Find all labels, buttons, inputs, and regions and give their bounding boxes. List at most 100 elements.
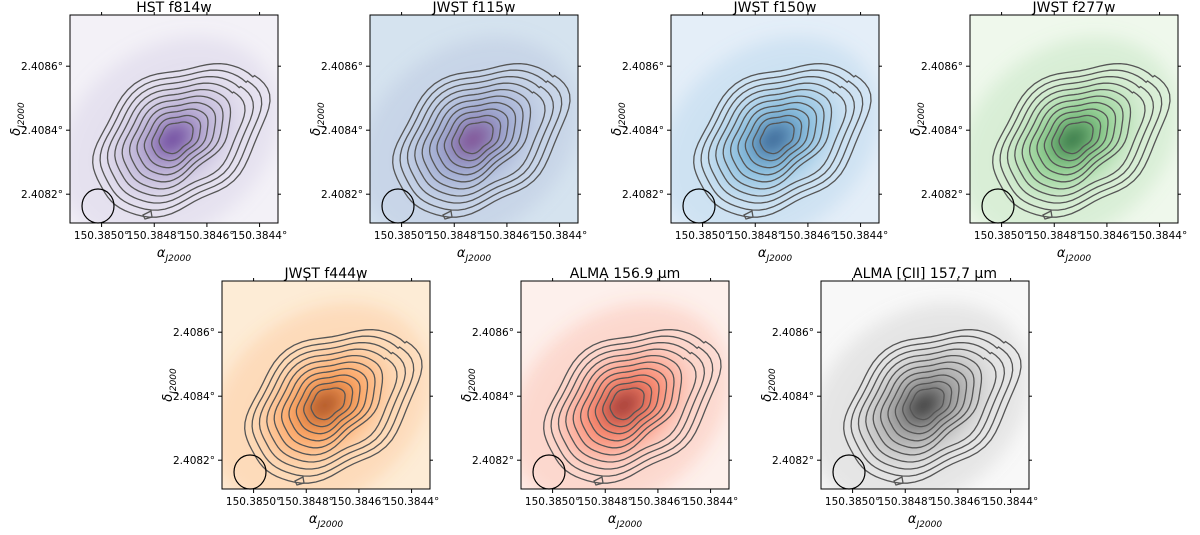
contour-island (743, 210, 754, 220)
y-tick-label: 2.4086° (772, 327, 814, 339)
y-axis-label: δJ2000 (760, 368, 778, 402)
y-axis-label: δJ2000 (909, 102, 927, 136)
panel-title: JWST f115w (432, 0, 516, 16)
contour-line (602, 380, 653, 428)
x-axis-label: αJ2000 (157, 246, 191, 264)
x-tick-label: 150.3844° (1132, 230, 1187, 242)
axes-frame (969, 14, 1179, 224)
contour-line (744, 108, 810, 169)
contour-line (258, 341, 407, 470)
contour-line (310, 387, 346, 421)
contour-line (1028, 95, 1124, 183)
contour-island (593, 476, 604, 486)
contour-line (121, 88, 232, 190)
panel-title: HST f814w (136, 0, 212, 16)
contour-line (1014, 82, 1146, 197)
x-axis-label: αJ2000 (309, 512, 343, 530)
y-tick-label: 2.4082° (772, 455, 814, 467)
contour-line (158, 121, 194, 155)
contour-line (759, 121, 795, 155)
contour-line (406, 75, 555, 204)
x-tick-label: 150.3850° (226, 496, 281, 508)
panel-image (222, 281, 430, 489)
x-tick-label: 150.3846° (630, 496, 685, 508)
contour-line (594, 374, 660, 435)
contour-line (399, 69, 563, 211)
x-tick-label: 150.3844° (532, 230, 587, 242)
contour-line (295, 374, 361, 435)
panel-image (70, 15, 278, 223)
y-tick-label: 2.4086° (321, 61, 363, 73)
contour-line (902, 380, 953, 428)
y-tick-label: 2.4084° (173, 391, 215, 403)
contour-line (865, 348, 997, 463)
contour-set (92, 62, 271, 220)
contour-line (579, 361, 675, 449)
panel-title: JWST f444w (284, 266, 368, 282)
x-axis-label: αJ2000 (1057, 246, 1091, 264)
x-tick-label: 150.3850° (374, 230, 429, 242)
x-tick-label: 150.3844° (683, 496, 738, 508)
y-tick-label: 2.4086° (472, 327, 514, 339)
axes-frame (69, 14, 279, 224)
panel-7: ALMA [CII] 157.7 μm150.3850°150.3848°150… (760, 266, 1038, 530)
contour-line (872, 354, 983, 456)
panel-title: ALMA [CII] 157.7 μm (853, 266, 997, 282)
x-tick-label: 150.3844° (232, 230, 287, 242)
contour-line (572, 354, 683, 456)
contour-line (99, 69, 263, 211)
contour-line (700, 69, 864, 211)
contour-island (442, 210, 453, 220)
contour-line (428, 95, 524, 183)
x-tick-label: 150.3848° (878, 496, 933, 508)
y-tick-label: 2.4082° (21, 189, 63, 201)
x-axis-label: αJ2000 (457, 246, 491, 264)
axes-frame (820, 280, 1030, 490)
x-tick-label: 150.3846° (780, 230, 835, 242)
contour-line (451, 114, 502, 162)
panel-title: ALMA 156.9 μm (570, 266, 681, 282)
y-tick-label: 2.4082° (921, 189, 963, 201)
panel-title: JWST f277w (1032, 0, 1116, 16)
y-tick-label: 2.4084° (921, 125, 963, 137)
contour-line (609, 387, 645, 421)
contour-line (887, 367, 968, 442)
x-tick-label: 150.3848° (279, 496, 334, 508)
axes-frame (520, 280, 730, 490)
y-tick-label: 2.4086° (622, 61, 664, 73)
x-tick-label: 150.3846° (930, 496, 985, 508)
panel-image (370, 15, 578, 223)
y-tick-label: 2.4082° (472, 455, 514, 467)
x-axis-label: αJ2000 (758, 246, 792, 264)
y-tick-label: 2.4084° (472, 391, 514, 403)
contour-line (143, 108, 209, 169)
x-tick-label: 150.3848° (427, 230, 482, 242)
panel-4: JWST f277w 150.3850°150.3848°150.3846°150… (909, 0, 1187, 264)
contour-line (857, 341, 1006, 470)
contour-line (550, 335, 714, 477)
panel-image (521, 281, 729, 489)
contour-line (136, 101, 217, 176)
contour-island (142, 210, 153, 220)
x-tick-label: 150.3844° (833, 230, 888, 242)
panel-grid: HST f814w150.3850°150.3848°150.3846°150.… (9, 0, 1187, 530)
panel-image (970, 15, 1178, 223)
y-tick-label: 2.4082° (321, 189, 363, 201)
y-tick-label: 2.4086° (21, 61, 63, 73)
y-tick-label: 2.4084° (321, 125, 363, 137)
x-tick-label: 150.3846° (1079, 230, 1134, 242)
x-tick-label: 150.3848° (578, 496, 633, 508)
contour-line (106, 75, 255, 204)
contour-line (458, 121, 494, 155)
contour-island (893, 476, 904, 486)
y-axis-label: δJ2000 (460, 368, 478, 402)
y-tick-label: 2.4082° (622, 189, 664, 201)
panel-6: ALMA 156.9 μm 150.3850°150.3848°150.3846°… (460, 266, 738, 530)
contour-line (151, 114, 202, 162)
x-tick-label: 150.3850° (525, 496, 580, 508)
axes-frame (369, 14, 579, 224)
contour-line (443, 108, 509, 169)
contour-line (722, 88, 833, 190)
contour-line (879, 361, 975, 449)
contour-line (114, 82, 246, 197)
